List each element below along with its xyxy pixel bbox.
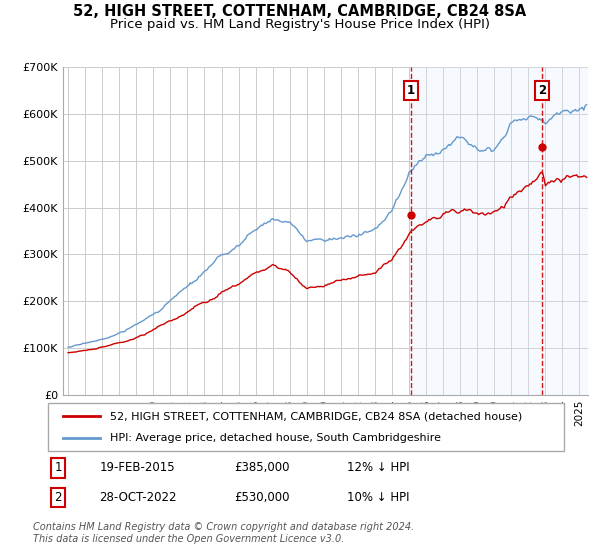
Text: HPI: Average price, detached house, South Cambridgeshire: HPI: Average price, detached house, Sout…	[110, 433, 441, 443]
Text: 28-OCT-2022: 28-OCT-2022	[100, 491, 177, 504]
Text: £385,000: £385,000	[234, 461, 289, 474]
Bar	[411, 67, 588, 395]
Text: Contains HM Land Registry data © Crown copyright and database right 2024.
This d: Contains HM Land Registry data © Crown c…	[33, 522, 414, 544]
Text: 52, HIGH STREET, COTTENHAM, CAMBRIDGE, CB24 8SA: 52, HIGH STREET, COTTENHAM, CAMBRIDGE, C…	[73, 4, 527, 20]
Text: 1: 1	[55, 461, 62, 474]
Text: 52, HIGH STREET, COTTENHAM, CAMBRIDGE, CB24 8SA (detached house): 52, HIGH STREET, COTTENHAM, CAMBRIDGE, C…	[110, 411, 522, 421]
Text: Price paid vs. HM Land Registry's House Price Index (HPI): Price paid vs. HM Land Registry's House …	[110, 18, 490, 31]
Text: 10% ↓ HPI: 10% ↓ HPI	[347, 491, 410, 504]
Text: 2: 2	[538, 84, 547, 97]
Text: 1: 1	[407, 84, 415, 97]
Text: £530,000: £530,000	[234, 491, 289, 504]
Text: 19-FEB-2015: 19-FEB-2015	[100, 461, 175, 474]
Text: 2: 2	[55, 491, 62, 504]
Text: 12% ↓ HPI: 12% ↓ HPI	[347, 461, 410, 474]
